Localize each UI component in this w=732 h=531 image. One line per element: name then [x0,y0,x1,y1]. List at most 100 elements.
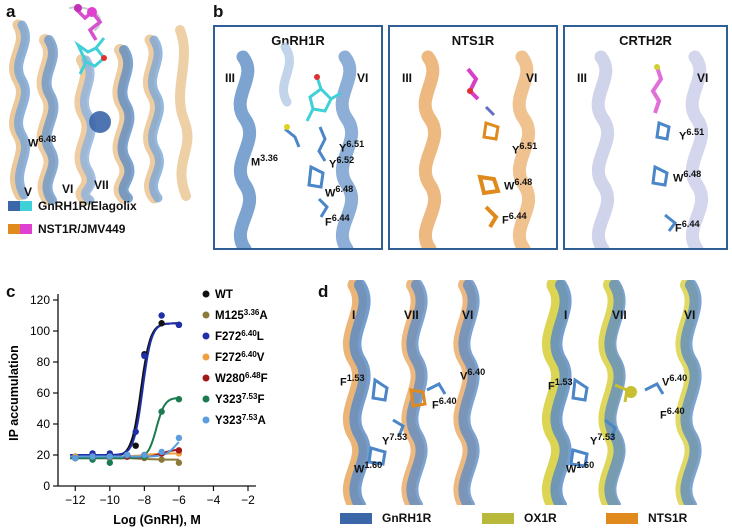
data-point [158,320,165,327]
panel-b-box-crth2r: CRTH2R III VI Y6.51 W6.48 F6.44 [563,25,728,250]
panel-d-structure-image [342,280,702,505]
panel-b-box-nts1r: NTS1R III VI Y6.51 W6.48 F6.44 [388,25,558,250]
y-tick-label: 60 [37,386,51,400]
data-point [175,434,183,442]
panel-label-c: c [6,282,16,301]
data-point [158,448,165,456]
ip-accumulation-chart: 0 20 40 60 80 100 120 −12 −10 −8 −6 −4 −2 Log (GnRH),… [7,289,268,527]
panel-d-residue-label: Y7.53 [382,432,408,448]
legend-label: GnRH1R/Elagolix [38,199,137,213]
panel-a-legend-row: NST1R/JMV449 [8,222,125,236]
panel-label-b: b [213,2,224,21]
chart-points [72,312,183,466]
panel-d-residue-label: F6.40 [660,406,685,422]
data-point [158,408,165,415]
data-point [141,451,148,459]
legend-marker [202,311,210,319]
y-tick-label: 40 [37,417,51,431]
data-point [89,453,96,460]
data-point [123,451,131,459]
panel-a-helix-label: V [24,185,33,199]
legend-swatch [340,512,372,524]
legend-label: Y3237.53F [215,392,264,407]
legend-label: W2806.48F [215,371,268,386]
panel-label-a: a [6,2,16,21]
panel-d-residue-label: F6.40 [432,396,457,412]
residue-label: Y6.51 [512,141,538,157]
residue-label: M3.36 [251,153,278,169]
y-tick-label: 0 [43,479,50,493]
data-point [72,454,79,462]
data-point [158,312,165,319]
legend-label: NTS1R [648,511,688,525]
y-tick-label: 100 [30,324,50,338]
x-axis-label: Log (GnRH), M [113,513,200,527]
residue-label: F6.44 [325,213,350,229]
residue-label: F6.44 [502,211,527,227]
legend-marker [202,395,210,403]
panel-d-residue-label: F1.53 [340,373,365,389]
panel-d-helix-label: I [352,308,356,322]
data-point [132,442,139,449]
chart-curves [70,322,180,461]
residue-label: W6.48 [325,184,354,200]
crth2r-structure-image [591,50,709,248]
legend-swatch [20,224,32,234]
x-tick-label: −2 [241,493,255,507]
helix-label: VI [526,71,538,85]
legend-label: F2726.40V [215,350,265,365]
panel-d-residue-label: Y7.53 [590,432,616,448]
legend-marker [202,332,210,340]
gnrh1r-structure-image [233,42,359,248]
residue-label: Y6.51 [339,139,365,155]
legend-swatch [20,201,32,211]
legend-label: M1253.36A [215,308,268,323]
y-axis-label: IP accumulation [7,345,21,441]
data-point [132,428,139,435]
helix-label: III [402,71,413,85]
panel-d-helix-label: VII [404,308,419,322]
panel-b-box-gnrh1r: GnRH1R III VI Y6.51 Y6.52 M3.36 W6.48 F6… [213,25,383,250]
legend-swatch [8,201,20,211]
panel-d-residue-label: W1.60 [566,460,595,476]
box-title: NTS1R [451,33,495,48]
panel-d-legend-item: GnRH1R [340,511,431,525]
panel-d-helix-label: I [564,308,568,322]
legend-label: Y3237.53A [215,413,266,428]
legend-marker [202,353,210,361]
panel-a-residue-label: W6.48 [28,134,57,150]
y-tick-label: 120 [30,293,50,307]
panel-d-residue-label: W1.60 [354,460,383,476]
data-point [158,456,165,463]
legend-marker [202,374,210,382]
panel-d-residue-label: V6.40 [460,367,486,383]
helix-label: VI [697,71,709,85]
legend-marker [202,416,210,424]
box-title: CRTH2R [619,33,672,48]
helix-label: VI [357,71,369,85]
data-point [106,459,114,466]
data-point [175,321,183,328]
y-tick-label: 80 [37,355,51,369]
legend-label: GnRH1R [382,511,432,525]
legend-swatch [482,512,514,524]
legend-label: NST1R/JMV449 [38,222,126,236]
panel-a-helix-label: VII [94,178,109,192]
legend-label: WT [215,289,233,301]
residue-label: Y6.51 [679,127,705,143]
chart-legend: WT M1253.36A F2726.40L F2726.40V W2806.48F Y3… [202,289,268,428]
x-tick-label: −8 [138,493,152,507]
data-point [175,447,183,454]
panel-d-helix-label: VI [462,308,474,322]
series-fit-curve [70,322,179,458]
data-point [141,352,148,359]
legend-marker [202,290,210,298]
legend-label: OX1R [524,511,557,525]
residue-label: W6.48 [504,177,533,193]
x-tick-label: −4 [207,493,221,507]
panel-d-helix-label: VI [684,308,696,322]
y-tick-label: 20 [37,448,51,462]
panel-label-d: d [318,282,329,301]
helix-label: III [577,71,588,85]
chart-axes: 0 20 40 60 80 100 120 −12 −10 −8 −6 −4 −2 Log (GnRH),… [7,293,256,527]
